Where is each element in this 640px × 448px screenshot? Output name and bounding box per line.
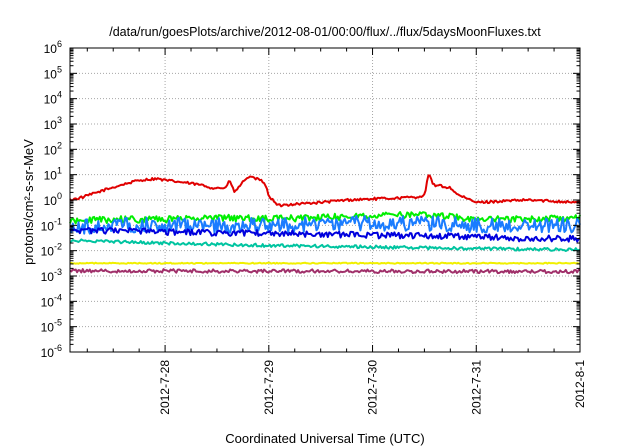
y-tick-label: 105 [44,64,62,81]
y-tick-label: 101 [44,166,62,183]
x-axis-label: Coordinated Universal Time (UTC) [225,431,424,446]
y-tick-label: 100 [44,191,62,208]
y-tick-label: 103 [44,115,62,132]
y-tick-label: 104 [44,90,62,107]
x-tick-label: 2012-8-1 [573,360,587,408]
y-tick-label: 106 [44,39,62,56]
series-line-6 [69,261,581,265]
y-tick-label: 10-4 [41,292,62,309]
x-tick-label: 2012-7-30 [366,360,380,415]
series-line-7 [69,268,581,275]
series-line-3 [69,215,581,235]
chart-title: /data/run/goesPlots/archive/2012-08-01/0… [109,25,541,39]
y-tick-label: 10-6 [41,343,62,360]
y-tick-label: 10-2 [41,242,62,259]
y-tick-label: 10-1 [41,216,62,233]
series-line-5 [69,238,581,252]
x-tick-label: 2012-7-29 [262,360,276,415]
y-tick-label: 102 [44,140,62,157]
x-tick-label: 2012-7-28 [158,360,172,415]
series-line-4 [69,227,581,243]
y-axis-label: protons/cm²-s-sr-MeV [21,139,36,265]
y-tick-label: 10-5 [41,318,62,335]
plot-area: 10-6 10-5 10-4 10-3 10-2 10-1 100 101 102 103 104 1… [41,39,587,415]
series-line-1 [69,174,581,208]
series-line-2 [69,211,581,225]
x-tick-label: 2012-7-31 [469,360,483,415]
y-tick-label: 10-3 [41,267,62,284]
